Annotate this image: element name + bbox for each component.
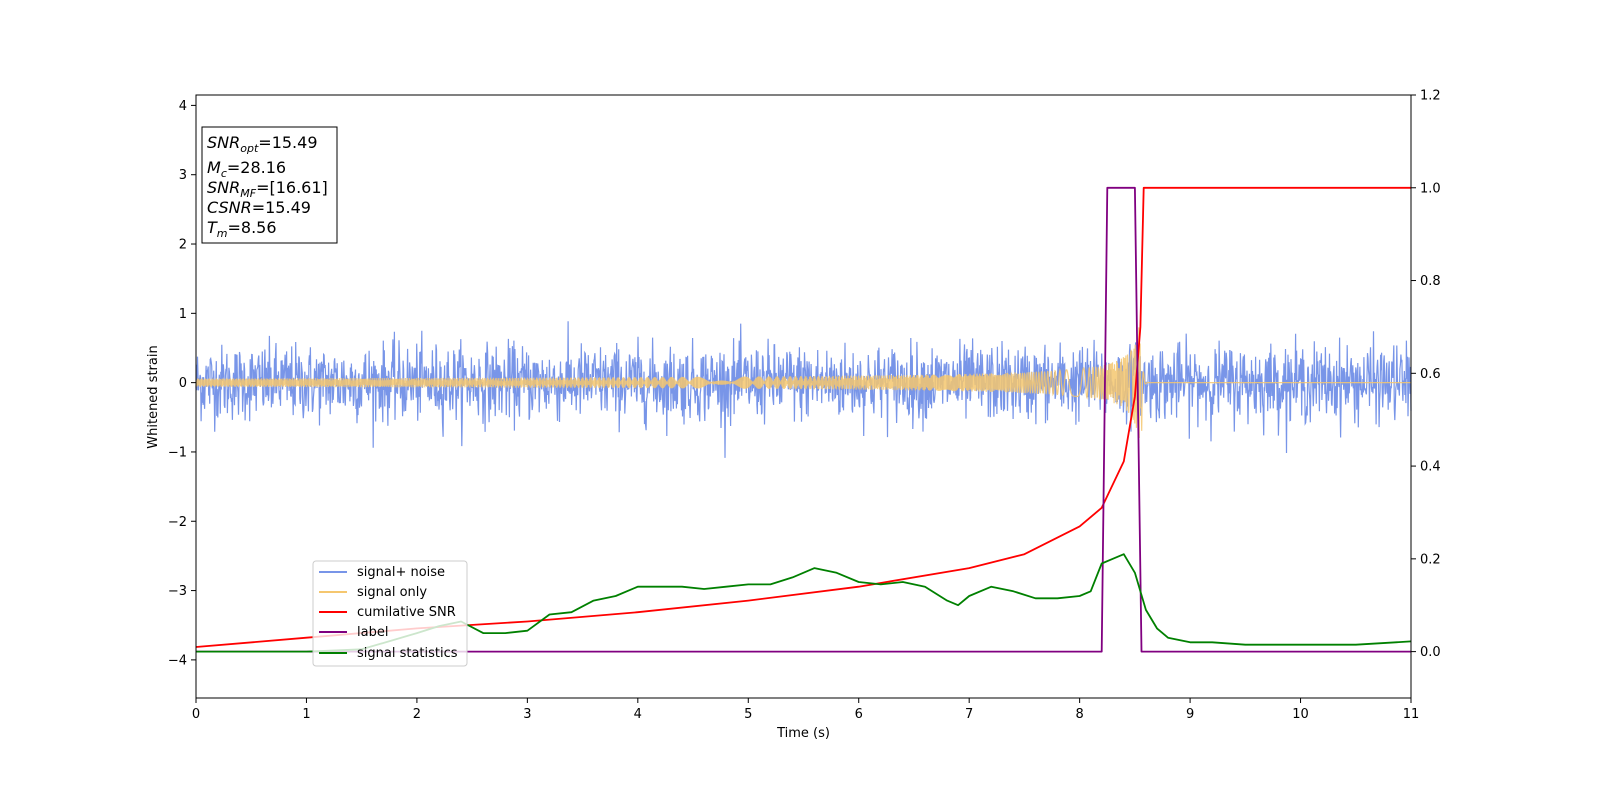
y-axis-label-left: Whitened strain [146, 345, 161, 448]
y-tick-label-right: 0.6 [1420, 367, 1441, 382]
x-tick-label: 10 [1292, 707, 1309, 722]
plot-frame [195, 94, 1412, 699]
x-axis-label: Time (s) [776, 726, 830, 741]
y-axis-left: −4 −3 −2 −1 0 1 2 3 4 [168, 99, 196, 668]
x-tick-label: 4 [634, 707, 642, 722]
y-tick-label-right: 0.2 [1420, 552, 1441, 567]
y-tick-label-left: −2 [168, 515, 187, 530]
x-tick-label: 1 [302, 707, 310, 722]
y-tick-label-left: −3 [168, 584, 187, 599]
legend-item-signal-noise: signal+ noise [319, 565, 445, 580]
x-tick-label: 9 [1186, 707, 1194, 722]
series-signal-statistics-line [196, 553, 1412, 653]
legend-label-signal-statistics: signal statistics [357, 646, 458, 661]
x-tick-label: 6 [855, 707, 863, 722]
series-cumulative-snr-line [195, 186, 1411, 648]
info-line-csnr: CSNR=15.49 [207, 198, 311, 217]
x-tick-label: 2 [413, 707, 421, 722]
legend-label-signal-noise: signal+ noise [357, 565, 445, 580]
y-tick-label-right: 0.8 [1420, 274, 1441, 289]
series-layer [195, 186, 1412, 653]
y-tick-label-left: −4 [168, 653, 187, 668]
info-box-frame [201, 126, 338, 244]
legend-label-cumulative-snr: cumilative SNR [357, 605, 456, 620]
x-axis: 0 1 2 3 4 5 6 7 8 9 10 11 [192, 698, 1419, 722]
y-tick-label-left: 1 [179, 307, 187, 322]
series-label-line [196, 186, 1411, 653]
x-tick-label: 11 [1403, 707, 1420, 722]
legend-item-signal-statistics: signal statistics [319, 646, 458, 661]
legend-item-cumulative-snr: cumilative SNR [319, 605, 456, 620]
x-tick-label: 5 [744, 707, 752, 722]
y-tick-label-left: −1 [168, 445, 187, 460]
legend-label-signal-only: signal only [357, 585, 427, 600]
y-tick-label-left: 0 [179, 376, 187, 391]
x-tick-label: 0 [192, 707, 200, 722]
y-tick-label-right: 0.0 [1420, 645, 1441, 660]
legend: signal+ noise signal only cumilative SNR… [312, 560, 468, 667]
info-line-snr-opt: SNRopt=15.49 [207, 133, 318, 155]
info-line-snr-mf: SNRMF=[16.61] [207, 178, 328, 200]
y-tick-label-left: 4 [179, 99, 187, 114]
legend-frame [312, 560, 468, 667]
info-line-mc: Mc=28.16 [207, 158, 286, 180]
info-line-tm: Tm=8.56 [207, 218, 277, 240]
x-tick-label: 3 [523, 707, 531, 722]
x-tick-label: 8 [1075, 707, 1083, 722]
y-tick-label-right: 0.4 [1420, 460, 1441, 475]
legend-item-signal-only: signal only [319, 585, 427, 600]
y-tick-label-left: 2 [179, 238, 187, 253]
y-tick-label-left: 3 [179, 168, 187, 183]
series-signal-only-line [195, 327, 1411, 439]
legend-item-label: label [319, 625, 388, 640]
y-axis-right: 0.0 0.2 0.4 0.6 0.8 1.0 1.2 [1411, 89, 1441, 660]
x-tick-label: 7 [965, 707, 973, 722]
y-tick-label-right: 1.2 [1420, 89, 1441, 104]
y-tick-label-right: 1.0 [1420, 181, 1441, 196]
legend-label-label: label [357, 625, 388, 640]
info-box: SNRopt=15.49 Mc=28.16 SNRMF=[16.61] CSNR… [201, 126, 338, 244]
